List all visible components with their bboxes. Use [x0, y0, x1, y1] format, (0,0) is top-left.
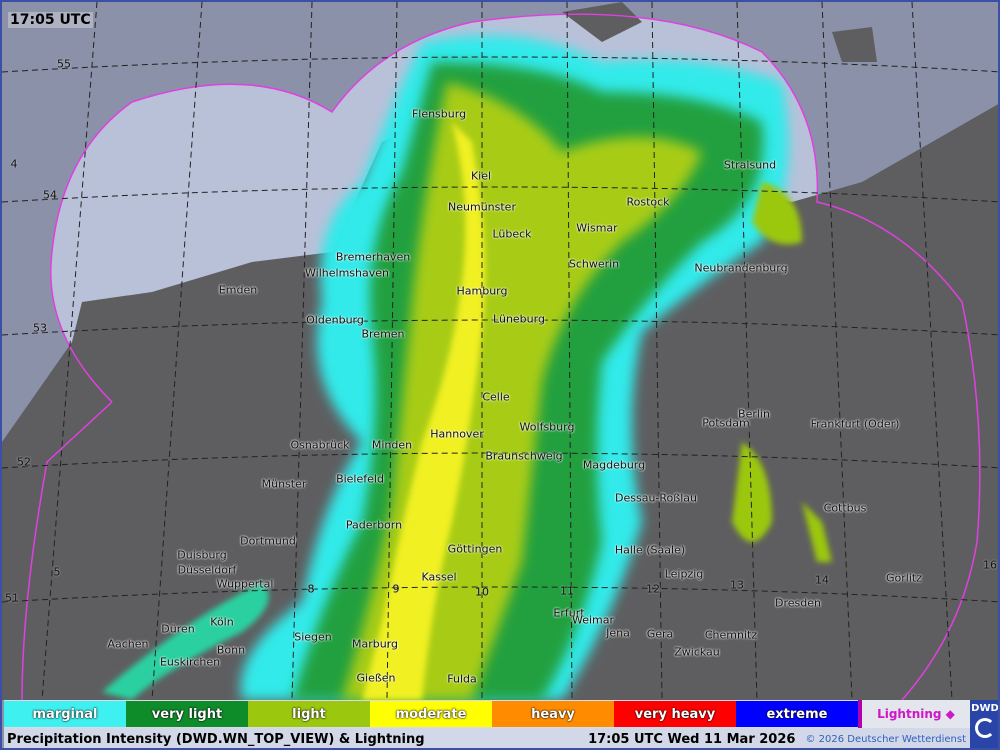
city-label: Gießen: [356, 671, 396, 685]
city-label: Zwickau: [674, 645, 720, 659]
city-label: Erfurt: [553, 606, 585, 620]
graticule-label: 52: [17, 455, 31, 469]
legend-item-lightning: Lightning ◆: [858, 700, 970, 728]
dwd-logo[interactable]: DWD: [970, 700, 999, 748]
city-label: Euskirchen: [159, 655, 221, 669]
footer-datetime: 17:05 UTC Wed 11 Mar 2026: [588, 731, 796, 747]
city-label: Gera: [646, 627, 674, 641]
graticule-label: 55: [57, 57, 71, 71]
city-label: Braunschweig: [485, 449, 563, 463]
city-label: Halle (Saale): [614, 543, 686, 557]
city-label: Rostock: [626, 195, 670, 209]
city-label: Kiel: [470, 169, 492, 183]
city-label: Schwerin: [568, 257, 620, 271]
city-label: Fulda: [447, 672, 477, 686]
city-label: Bonn: [216, 643, 246, 657]
city-label: Neubrandenburg: [694, 261, 788, 275]
city-label: Münster: [261, 477, 307, 491]
city-label: Potsdam: [702, 416, 750, 430]
legend-item-light: light: [248, 701, 370, 727]
city-label: Lüneburg: [493, 312, 545, 326]
city-label: Frankfurt (Oder): [810, 417, 900, 431]
legend-item-heavy: heavy: [492, 701, 614, 727]
graticule-label: 16: [983, 558, 997, 572]
graticule-label: 10: [475, 585, 489, 599]
city-label: Berlin: [738, 407, 770, 421]
graticule-label: 53: [33, 321, 47, 335]
legend-item-very-heavy: very heavy: [614, 701, 736, 727]
city-label: Celle: [482, 390, 510, 404]
graticule-label: 13: [730, 578, 744, 592]
radar-range-outline-west: [21, 251, 113, 700]
city-label: Oldenburg: [306, 313, 364, 327]
graticule-label: 14: [815, 573, 829, 587]
graticule-label: 11: [560, 584, 574, 598]
dwd-swirl-icon: [975, 718, 995, 738]
city-label: Emden: [218, 283, 258, 297]
city-label: Düsseldorf: [177, 563, 237, 577]
city-label: Siegen: [294, 630, 332, 644]
precipitation-layer: [102, 35, 832, 700]
graticule-label: 9: [392, 582, 400, 596]
city-label: Osnabrück: [290, 438, 350, 452]
legend-item-extreme: extreme: [736, 701, 858, 727]
city-label: Wuppertal: [216, 577, 274, 591]
city-label: Köln: [210, 615, 234, 629]
city-label: Wilhelmshaven: [305, 266, 389, 280]
radar-map[interactable]: [2, 2, 1000, 700]
city-label: Duisburg: [177, 548, 227, 562]
graticule: [2, 2, 998, 700]
dwd-logo-text: DWD: [971, 703, 999, 714]
city-label: Bielefeld: [336, 472, 384, 486]
city-label: Wolfsburg: [519, 420, 575, 434]
city-label: Minden: [371, 438, 413, 452]
graticule-label: 54: [43, 188, 57, 202]
graticule-label: 8: [307, 582, 315, 596]
footer-title: Precipitation Intensity (DWD.WN_TOP_VIEW…: [7, 731, 425, 747]
city-label: Bremen: [361, 327, 405, 341]
city-label: Dortmund: [240, 534, 296, 548]
city-label: Görlitz: [886, 571, 922, 585]
city-label: Düren: [161, 622, 195, 636]
graticule-label: 12: [646, 582, 660, 596]
city-label: Kassel: [421, 570, 457, 584]
city-label: Jena: [606, 626, 630, 640]
city-label: Stralsund: [723, 158, 777, 172]
graticule-label: 51: [5, 591, 19, 605]
city-label: Aachen: [107, 637, 149, 651]
footer-bar: Precipitation Intensity (DWD.WN_TOP_VIEW…: [4, 728, 970, 748]
city-label: Chemnitz: [704, 628, 758, 642]
legend-item-marginal: marginal: [4, 701, 126, 727]
graticule-label: 4: [10, 157, 18, 171]
city-label: Lübeck: [492, 227, 532, 241]
city-label: Bremerhaven: [335, 250, 411, 264]
timestamp-overlay: 17:05 UTC: [8, 12, 93, 28]
graticule-label: 5: [53, 565, 61, 579]
city-label: Dessau-Roßlau: [615, 491, 697, 505]
city-label: Wismar: [576, 221, 618, 235]
city-label: Weimar: [571, 613, 615, 627]
city-label: Leipzig: [664, 567, 704, 581]
copyright-link[interactable]: © 2026 Deutscher Wetterdienst: [805, 733, 966, 745]
islands: [562, 2, 877, 62]
radar-range-outline: [51, 13, 981, 700]
city-label: Hannover: [430, 427, 484, 441]
legend-item-moderate: moderate: [370, 701, 492, 727]
city-label: Göttingen: [447, 542, 503, 556]
city-label: Paderborn: [345, 518, 403, 532]
city-label: Dresden: [775, 596, 821, 610]
city-label: Marburg: [351, 637, 399, 651]
city-label: Hamburg: [456, 284, 508, 298]
city-label: Neumünster: [448, 200, 516, 214]
city-label: Cottbus: [823, 501, 867, 515]
city-label: Magdeburg: [582, 458, 646, 472]
city-label: Flensburg: [411, 107, 467, 121]
legend-item-very-light: very light: [126, 701, 248, 727]
precipitation-legend: marginal very light light moderate heavy very…: [4, 700, 970, 728]
